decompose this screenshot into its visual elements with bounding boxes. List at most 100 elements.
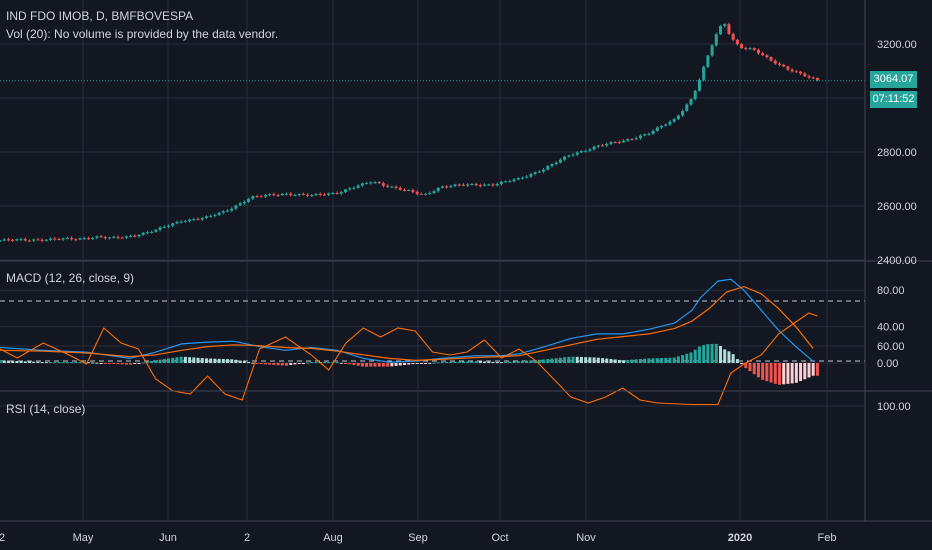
- candle-body: [268, 194, 272, 196]
- macd-legend: MACD (12, 26, close, 9): [6, 271, 135, 285]
- macd-hist-bar: [154, 360, 158, 363]
- macd-hist-bar: [226, 359, 230, 363]
- candle-body: [613, 142, 617, 144]
- macd-hist-bar: [259, 363, 263, 365]
- candle-body: [15, 239, 19, 241]
- macd-hist-bar: [289, 363, 293, 365]
- candle-body: [499, 181, 503, 185]
- macd-axis[interactable]: 80.00 40.00 0.00: [877, 285, 905, 370]
- candle-body: [78, 238, 82, 240]
- macd-hist-bar: [230, 359, 234, 363]
- x-tick-label: 2: [0, 532, 5, 544]
- macd-hist-bar: [487, 361, 491, 363]
- macd-hist-bar: [377, 363, 381, 367]
- macd-hist-bar: [449, 361, 453, 363]
- candle-body: [685, 104, 689, 111]
- macd-hist-bar: [516, 361, 520, 363]
- x-tick-label: Jun: [159, 532, 177, 544]
- candle-body: [807, 76, 811, 78]
- candle-body: [82, 238, 86, 240]
- macd-hist-bar: [314, 362, 318, 364]
- macd-hist-bar: [19, 361, 23, 363]
- candle-body: [344, 189, 348, 193]
- candle-body: [714, 34, 718, 46]
- candle-body: [402, 189, 406, 191]
- macd-hist-bar: [175, 357, 179, 363]
- macd-hist-bar: [32, 361, 36, 363]
- macd-hist-bar: [630, 359, 634, 363]
- macd-hist-bar: [622, 360, 626, 363]
- price-axis[interactable]: 3200.00 2800.00 2600.00 2400.00: [877, 39, 917, 267]
- candle-body: [339, 192, 343, 194]
- candle-body: [381, 183, 385, 186]
- macd-hist-bar: [651, 358, 655, 363]
- macd-hist-bar: [95, 362, 99, 364]
- candle-body: [693, 90, 697, 100]
- candle-body: [259, 196, 263, 198]
- macd-hist-bar: [440, 362, 444, 364]
- macd-hist-bar: [432, 362, 436, 364]
- rsi-axis[interactable]: 100.00 60.00: [877, 341, 911, 413]
- macd-hist-bar: [6, 360, 10, 363]
- macd-hist-bar: [609, 359, 613, 363]
- candle-body: [790, 69, 794, 72]
- macd-hist-bar: [424, 363, 428, 364]
- macd-hist-bar: [765, 363, 769, 382]
- macd-hist-bar: [803, 363, 807, 380]
- macd-hist-bar: [504, 361, 508, 363]
- macd-hist-bar: [293, 363, 297, 365]
- candle-body: [377, 182, 381, 184]
- macd-hist-bar: [748, 363, 752, 372]
- macd-hist-bar: [445, 361, 449, 363]
- macd-hist-bar: [91, 362, 95, 364]
- macd-hist-bar: [744, 363, 748, 369]
- y-tick-label: 0.00: [877, 358, 898, 370]
- candle-body: [390, 186, 394, 188]
- candle-body: [575, 152, 579, 155]
- candle-body: [322, 194, 326, 196]
- macd-hist-bar: [542, 359, 546, 363]
- macd-hist-bar: [483, 361, 487, 363]
- candle-body: [571, 154, 575, 156]
- candle-body: [386, 185, 390, 187]
- macd-hist-bar: [588, 357, 592, 363]
- macd-hist-bar: [255, 363, 259, 364]
- candle-body: [550, 164, 554, 167]
- grid-lines: [0, 0, 865, 520]
- candle-body: [53, 238, 57, 240]
- macd-hist-bar: [27, 361, 31, 363]
- macd-hist-bar: [499, 362, 503, 364]
- macd-hist-bar: [415, 363, 419, 364]
- macd-hist-bar: [575, 356, 579, 363]
- candle-body: [761, 53, 765, 56]
- candle-body: [91, 237, 95, 239]
- macd-hist-bar: [453, 361, 457, 363]
- candle-body: [799, 71, 803, 74]
- macd-hist-bar: [685, 353, 689, 363]
- candle-body: [280, 193, 284, 196]
- macd-hist-bar: [761, 363, 765, 380]
- candle-body: [335, 192, 339, 194]
- macd-hist-bar: [306, 362, 310, 364]
- macd-hist-bar: [352, 363, 356, 365]
- macd-hist-bar: [247, 361, 251, 363]
- macd-hist-bar: [596, 357, 600, 363]
- macd-hist-bar: [251, 362, 255, 364]
- macd-hist-bar: [664, 357, 668, 363]
- candle-body: [95, 236, 99, 238]
- candle-body: [676, 115, 680, 120]
- macd-hist-bar: [428, 362, 432, 364]
- macd-hist-bar: [242, 361, 246, 363]
- x-tick-label: Feb: [818, 532, 837, 544]
- time-axis[interactable]: 2 May Jun 2 Aug Sep Oct Nov 2020 Feb: [0, 532, 836, 544]
- macd-hist-bar: [407, 363, 411, 365]
- macd-hist-bar: [782, 363, 786, 385]
- candle-body: [200, 217, 204, 220]
- candle-body: [154, 229, 158, 232]
- candle-body: [567, 155, 571, 157]
- candle-body: [533, 172, 537, 174]
- y-tick-label: 2400.00: [877, 255, 917, 267]
- candle-body: [310, 195, 314, 197]
- candle-body: [558, 159, 562, 163]
